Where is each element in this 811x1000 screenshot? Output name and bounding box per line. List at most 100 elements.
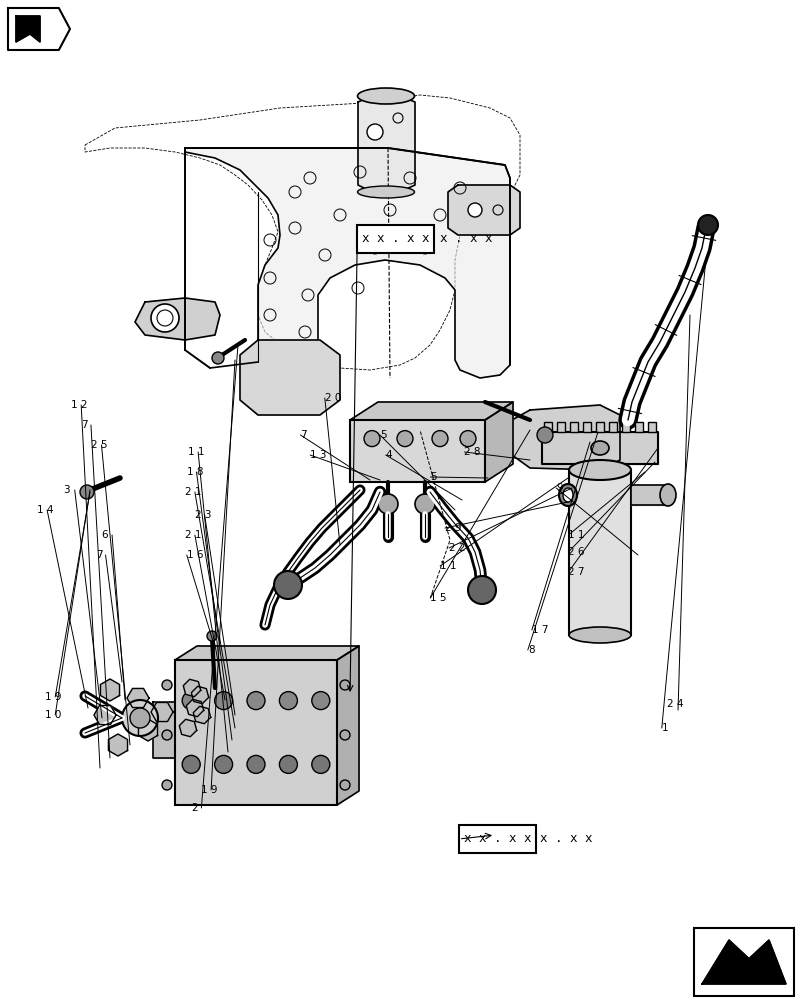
Text: 1 8: 1 8: [187, 467, 203, 477]
Text: 1 9: 1 9: [201, 785, 217, 795]
Circle shape: [460, 431, 475, 447]
Bar: [634, 422, 642, 432]
Text: x . x x: x . x x: [539, 832, 592, 845]
Polygon shape: [185, 148, 509, 378]
Ellipse shape: [558, 484, 577, 506]
Polygon shape: [240, 340, 340, 415]
Circle shape: [151, 304, 178, 332]
Circle shape: [311, 755, 329, 773]
Bar: [693, 928, 793, 996]
Bar: [543, 422, 551, 432]
Text: 1 3: 1 3: [310, 450, 326, 460]
Circle shape: [182, 692, 200, 710]
Text: 2 2: 2 2: [448, 543, 465, 553]
Polygon shape: [512, 405, 620, 470]
Circle shape: [247, 692, 264, 710]
Polygon shape: [152, 702, 175, 758]
Polygon shape: [139, 719, 157, 741]
Text: 1: 1: [661, 723, 667, 733]
Circle shape: [397, 431, 413, 447]
Text: 2 5: 2 5: [91, 440, 107, 450]
Polygon shape: [101, 679, 119, 701]
Circle shape: [311, 692, 329, 710]
Polygon shape: [337, 646, 358, 805]
Text: x x . x x: x x . x x: [463, 832, 530, 845]
Circle shape: [467, 203, 482, 217]
Circle shape: [414, 494, 435, 514]
Text: 2 4: 2 4: [667, 699, 683, 709]
Circle shape: [340, 680, 350, 690]
Text: 1 0: 1 0: [45, 710, 61, 720]
Text: 1 2: 1 2: [71, 400, 88, 410]
Polygon shape: [186, 699, 204, 717]
Text: 5: 5: [430, 472, 436, 482]
Circle shape: [273, 571, 302, 599]
Polygon shape: [8, 8, 70, 50]
Polygon shape: [127, 688, 148, 708]
Polygon shape: [179, 719, 196, 737]
Bar: [569, 422, 577, 432]
Circle shape: [212, 352, 224, 364]
Circle shape: [340, 780, 350, 790]
Ellipse shape: [659, 484, 676, 506]
Text: 4: 4: [385, 450, 392, 460]
Text: 1 1: 1 1: [568, 530, 584, 540]
Polygon shape: [193, 706, 210, 724]
Circle shape: [340, 730, 350, 740]
Ellipse shape: [357, 186, 414, 198]
Polygon shape: [350, 402, 513, 420]
Circle shape: [536, 427, 552, 443]
Polygon shape: [175, 646, 358, 660]
Polygon shape: [135, 298, 220, 340]
Circle shape: [130, 708, 150, 728]
Text: 1 9: 1 9: [45, 692, 61, 702]
Bar: [582, 422, 590, 432]
Bar: [608, 422, 616, 432]
Text: 2 9: 2 9: [444, 523, 461, 533]
Text: 2: 2: [191, 803, 197, 813]
Polygon shape: [484, 402, 513, 482]
Polygon shape: [448, 185, 519, 235]
Text: x . x x: x . x x: [440, 232, 492, 245]
Text: 1 1: 1 1: [440, 561, 456, 571]
Ellipse shape: [569, 627, 630, 643]
Circle shape: [80, 485, 94, 499]
Circle shape: [279, 755, 297, 773]
Text: 2 7: 2 7: [568, 567, 584, 577]
Text: 1 1: 1 1: [188, 447, 204, 457]
Circle shape: [378, 494, 397, 514]
Circle shape: [214, 755, 232, 773]
Bar: [647, 422, 655, 432]
Text: 2 1: 2 1: [185, 487, 201, 497]
Ellipse shape: [590, 441, 608, 455]
Bar: [556, 422, 564, 432]
Text: 1 4: 1 4: [36, 505, 53, 515]
Polygon shape: [94, 705, 116, 725]
Circle shape: [279, 692, 297, 710]
Polygon shape: [358, 96, 414, 192]
Polygon shape: [541, 432, 657, 464]
Circle shape: [247, 755, 264, 773]
Circle shape: [467, 576, 496, 604]
Circle shape: [162, 730, 172, 740]
Bar: [595, 422, 603, 432]
Text: 2 3: 2 3: [195, 510, 211, 520]
Bar: [569, 470, 630, 635]
Text: 3: 3: [63, 485, 70, 495]
Circle shape: [363, 431, 380, 447]
Polygon shape: [191, 686, 208, 704]
Circle shape: [207, 631, 217, 641]
Circle shape: [182, 755, 200, 773]
Text: 5: 5: [380, 430, 386, 440]
Text: 1 7: 1 7: [531, 625, 547, 635]
Bar: [458, 825, 535, 853]
Bar: [621, 422, 629, 432]
Circle shape: [162, 680, 172, 690]
Polygon shape: [16, 16, 40, 42]
Circle shape: [697, 215, 717, 235]
Text: 8: 8: [527, 645, 534, 655]
Text: 2 1: 2 1: [185, 530, 201, 540]
Text: 2 8: 2 8: [464, 447, 480, 457]
Text: 2 6: 2 6: [568, 547, 584, 557]
Text: 7: 7: [96, 550, 102, 560]
